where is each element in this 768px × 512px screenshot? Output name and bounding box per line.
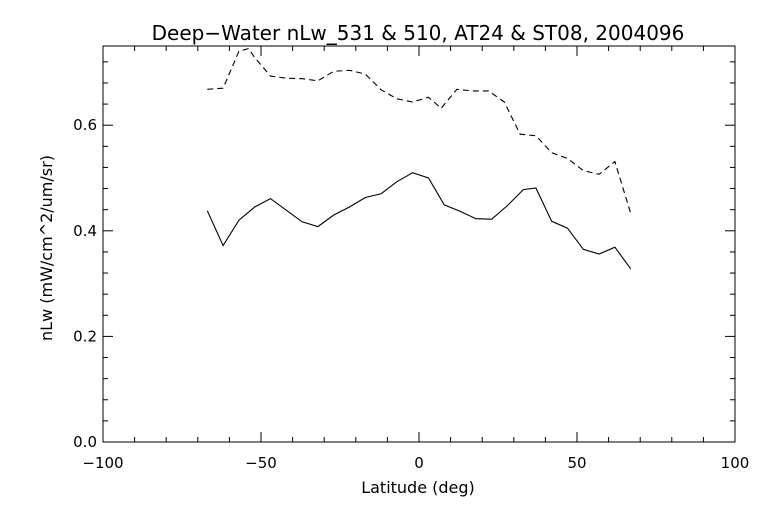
y-axis-label: nLw (mW/cm^2/um/sr) — [37, 155, 56, 341]
y-tick-label: 0.6 — [73, 116, 97, 134]
series-line-dashed — [207, 47, 632, 214]
y-tick-label: 0.4 — [73, 222, 97, 240]
x-tick-label: −100 — [82, 454, 123, 472]
plot-frame — [102, 45, 736, 443]
axis-ticks: −100 −50 0 50 100 0.0 0.2 0.4 0.6 — [73, 46, 749, 472]
series-layer — [206, 47, 632, 270]
series-line-solid — [206, 172, 632, 270]
y-tick-label: 0.0 — [73, 433, 97, 451]
x-tick-label: 0 — [414, 454, 424, 472]
x-tick-label: 50 — [567, 454, 586, 472]
x-tick-label: 100 — [721, 454, 750, 472]
chart-title: Deep−Water nLw_531 & 510, AT24 & ST08, 2… — [152, 21, 685, 45]
x-axis-label: Latitude (deg) — [361, 478, 475, 497]
x-tick-label: −50 — [245, 454, 277, 472]
y-tick-label: 0.2 — [73, 327, 97, 345]
